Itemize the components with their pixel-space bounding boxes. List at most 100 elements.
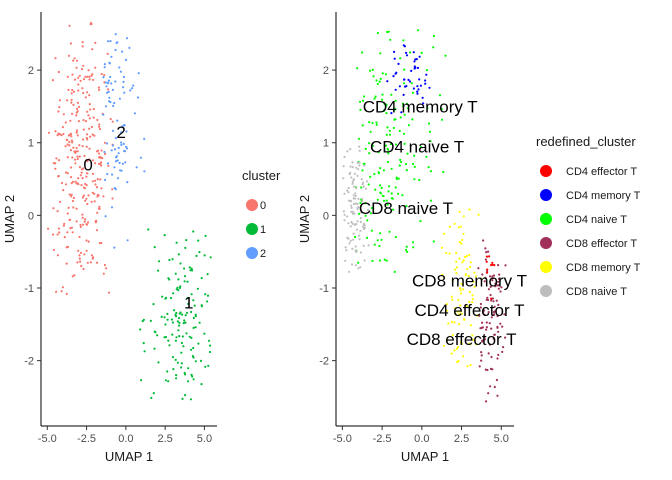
data-point: [373, 97, 376, 100]
data-point: [125, 145, 128, 148]
data-point: [79, 79, 82, 82]
x-tick-label: -2.5: [373, 433, 392, 445]
data-point: [406, 250, 409, 253]
data-point: [390, 93, 393, 96]
data-point: [102, 195, 105, 198]
data-point: [356, 174, 359, 177]
data-point: [356, 206, 359, 209]
data-point: [190, 310, 193, 314]
data-point: [398, 129, 401, 133]
data-point: [94, 220, 97, 223]
data-point: [100, 149, 103, 152]
data-point: [183, 280, 186, 283]
data-point: [87, 221, 90, 224]
data-point: [364, 214, 367, 217]
data-point: [352, 197, 355, 200]
legend-swatch: [540, 237, 552, 249]
data-point: [352, 178, 355, 181]
data-point: [363, 164, 366, 167]
data-point: [85, 239, 88, 242]
data-point: [425, 69, 428, 72]
data-point: [405, 205, 408, 208]
data-point: [157, 361, 160, 364]
data-point: [178, 286, 182, 289]
data-point: [117, 152, 120, 155]
x-tick-label: 0.0: [414, 433, 429, 445]
data-point: [103, 63, 106, 66]
data-point: [377, 151, 380, 154]
data-point: [95, 229, 99, 232]
data-point: [186, 297, 189, 300]
data-point: [78, 155, 81, 158]
data-point: [378, 244, 381, 248]
data-point: [99, 162, 102, 165]
data-point: [376, 198, 379, 201]
data-point: [386, 80, 389, 83]
data-point: [501, 350, 504, 353]
data-point: [188, 335, 191, 338]
data-point: [448, 225, 451, 228]
data-point: [417, 29, 420, 32]
y-axis-title: UMAP 2: [2, 195, 17, 243]
scatter-points: [342, 29, 507, 403]
data-point: [483, 280, 486, 283]
data-point: [374, 95, 377, 98]
data-point: [405, 248, 408, 252]
data-point: [369, 69, 372, 72]
data-point: [404, 163, 408, 166]
data-point: [358, 145, 361, 148]
data-point: [356, 67, 359, 70]
data-point: [478, 314, 481, 317]
data-point: [362, 244, 365, 247]
data-point: [167, 339, 170, 342]
data-point: [180, 362, 183, 365]
data-point: [400, 160, 403, 164]
data-point: [168, 344, 171, 347]
data-point: [107, 88, 110, 91]
data-point: [171, 333, 174, 336]
data-point: [71, 231, 74, 234]
data-point: [68, 140, 71, 144]
data-point: [110, 82, 113, 85]
data-point: [460, 312, 463, 315]
data-point: [497, 303, 500, 306]
data-point: [67, 206, 70, 209]
data-point: [120, 131, 123, 134]
data-point: [71, 275, 74, 278]
data-point: [392, 75, 395, 78]
data-point: [71, 180, 75, 183]
data-point: [167, 277, 170, 280]
data-point: [55, 157, 58, 160]
data-point: [75, 150, 78, 153]
data-point: [91, 133, 94, 136]
data-point: [378, 259, 381, 262]
data-point: [351, 222, 354, 225]
data-point: [190, 293, 193, 296]
data-point: [387, 30, 390, 33]
x-tick-label: 2.5: [157, 433, 172, 445]
data-point: [504, 264, 507, 267]
y-tick-label: 1: [323, 138, 329, 150]
data-point: [100, 187, 103, 190]
data-point: [394, 236, 397, 239]
legend-label: CD8 memory T: [566, 262, 641, 274]
data-point: [498, 273, 501, 276]
data-point: [491, 277, 494, 280]
data-point: [361, 124, 364, 127]
data-point: [489, 285, 492, 288]
data-point: [380, 186, 383, 189]
data-point: [496, 315, 499, 318]
data-point: [493, 264, 496, 267]
data-point: [346, 150, 349, 153]
data-point: [349, 200, 352, 203]
data-point: [460, 242, 463, 245]
data-point: [93, 134, 96, 137]
series-cd4-naive-t: [354, 29, 447, 273]
data-point: [369, 130, 372, 133]
data-point: [67, 54, 71, 57]
data-point: [93, 200, 96, 203]
data-point: [358, 234, 361, 237]
legend-swatch: [540, 285, 552, 297]
data-point: [69, 42, 72, 45]
data-point: [416, 90, 419, 93]
